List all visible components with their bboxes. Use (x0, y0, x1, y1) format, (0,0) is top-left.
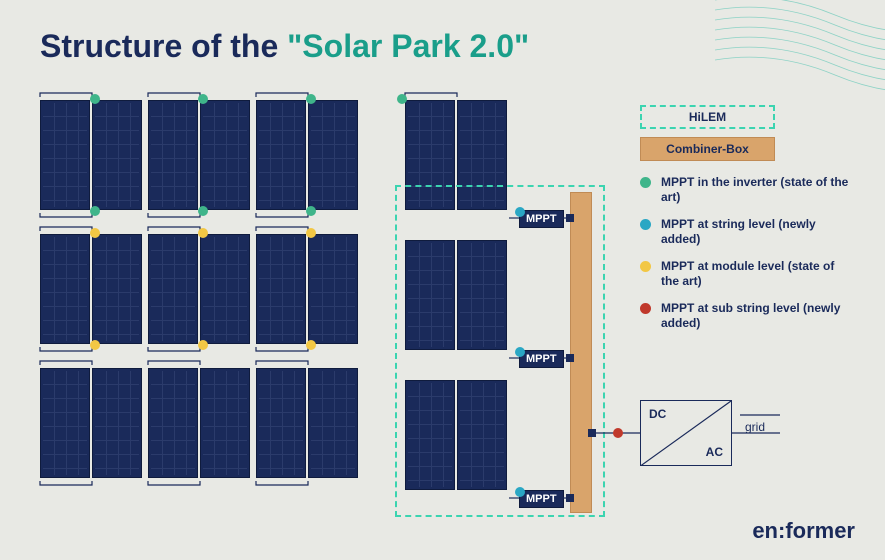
mppt-dot-yellow (198, 228, 208, 238)
mppt-dot-yellow (198, 340, 208, 350)
center-arrays (405, 100, 525, 520)
legend-combiner: Combiner-Box (640, 137, 775, 161)
mppt-dot-teal (515, 487, 525, 497)
inverter-ac-label: AC (706, 445, 723, 459)
solar-panel (308, 100, 358, 210)
legend-row: MPPT at module level (state of the art) (640, 259, 850, 289)
mppt-dot-yellow (90, 340, 100, 350)
grid-label: grid (745, 420, 765, 434)
solar-panel (405, 380, 455, 490)
legend-dot-yellow (640, 261, 651, 272)
panel-pair (256, 234, 358, 344)
legend-text: MPPT at sub string level (newly added) (661, 301, 850, 331)
mppt-label: MPPT (526, 213, 557, 225)
solar-panel (92, 368, 142, 478)
solar-panel (148, 368, 198, 478)
legend-text: MPPT at module level (state of the art) (661, 259, 850, 289)
solar-panel (148, 234, 198, 344)
solar-panel (308, 368, 358, 478)
panel-pair (40, 234, 142, 344)
mppt-dot-green (198, 206, 208, 216)
legend-dot-green (640, 177, 651, 188)
solar-panel (457, 100, 507, 210)
legend-row: MPPT at sub string level (newly added) (640, 301, 850, 331)
legend-text: MPPT in the inverter (state of the art) (661, 175, 850, 205)
panel-pair (148, 234, 250, 344)
array-row (40, 100, 380, 210)
legend: HiLEM Combiner-Box MPPT in the inverter … (640, 105, 850, 343)
legend-text: MPPT at string level (newly added) (661, 217, 850, 247)
mppt-dot-teal (515, 347, 525, 357)
mppt-box: MPPT (519, 490, 564, 508)
array-row (40, 234, 380, 344)
decorative-wave (715, 0, 885, 100)
solar-panel (200, 100, 250, 210)
solar-panel (40, 100, 90, 210)
solar-panel (148, 100, 198, 210)
legend-dot-red (640, 303, 651, 314)
mppt-dot-yellow (306, 340, 316, 350)
combiner-box (570, 192, 592, 513)
solar-panel (92, 100, 142, 210)
panel-pair (40, 368, 142, 478)
panel-pair (148, 368, 250, 478)
legend-row: MPPT in the inverter (state of the art) (640, 175, 850, 205)
mppt-label: MPPT (526, 493, 557, 505)
solar-panel (256, 234, 306, 344)
legend-dot-teal (640, 219, 651, 230)
small-array (405, 240, 509, 350)
mppt-dot-green (397, 94, 407, 104)
title-part-a: Structure of the (40, 28, 287, 64)
panel-pair (148, 100, 250, 210)
inverter-dc-label: DC (649, 407, 666, 421)
mppt-dot-yellow (306, 228, 316, 238)
mppt-dot-red (613, 428, 623, 438)
mppt-dot-green (90, 206, 100, 216)
mppt-dot-green (90, 94, 100, 104)
solar-panel (200, 234, 250, 344)
inverter-box: DC AC (640, 400, 732, 466)
mppt-dot-teal (515, 207, 525, 217)
page-title: Structure of the "Solar Park 2.0" (40, 28, 529, 65)
panel-pair (40, 100, 142, 210)
mppt-box: MPPT (519, 350, 564, 368)
brand-logo: en:former (752, 518, 855, 544)
panel-pair (256, 368, 358, 478)
legend-hilem: HiLEM (640, 105, 775, 129)
mppt-dot-yellow (90, 228, 100, 238)
array-row (40, 368, 380, 478)
mppt-dot-green (306, 206, 316, 216)
solar-panel (256, 100, 306, 210)
panel-pair (256, 100, 358, 210)
solar-panel (200, 368, 250, 478)
mppt-dot-green (198, 94, 208, 104)
solar-panel (457, 240, 507, 350)
panel-arrays (40, 100, 380, 502)
mppt-label: MPPT (526, 353, 557, 365)
title-part-b: "Solar Park 2.0" (287, 28, 529, 64)
small-array (405, 380, 509, 490)
mppt-dot-green (306, 94, 316, 104)
solar-panel (40, 234, 90, 344)
solar-panel (405, 100, 455, 210)
mppt-box: MPPT (519, 210, 564, 228)
solar-panel (92, 234, 142, 344)
small-array (405, 100, 509, 210)
solar-panel (40, 368, 90, 478)
legend-row: MPPT at string level (newly added) (640, 217, 850, 247)
solar-panel (457, 380, 507, 490)
solar-panel (405, 240, 455, 350)
solar-panel (308, 234, 358, 344)
solar-panel (256, 368, 306, 478)
